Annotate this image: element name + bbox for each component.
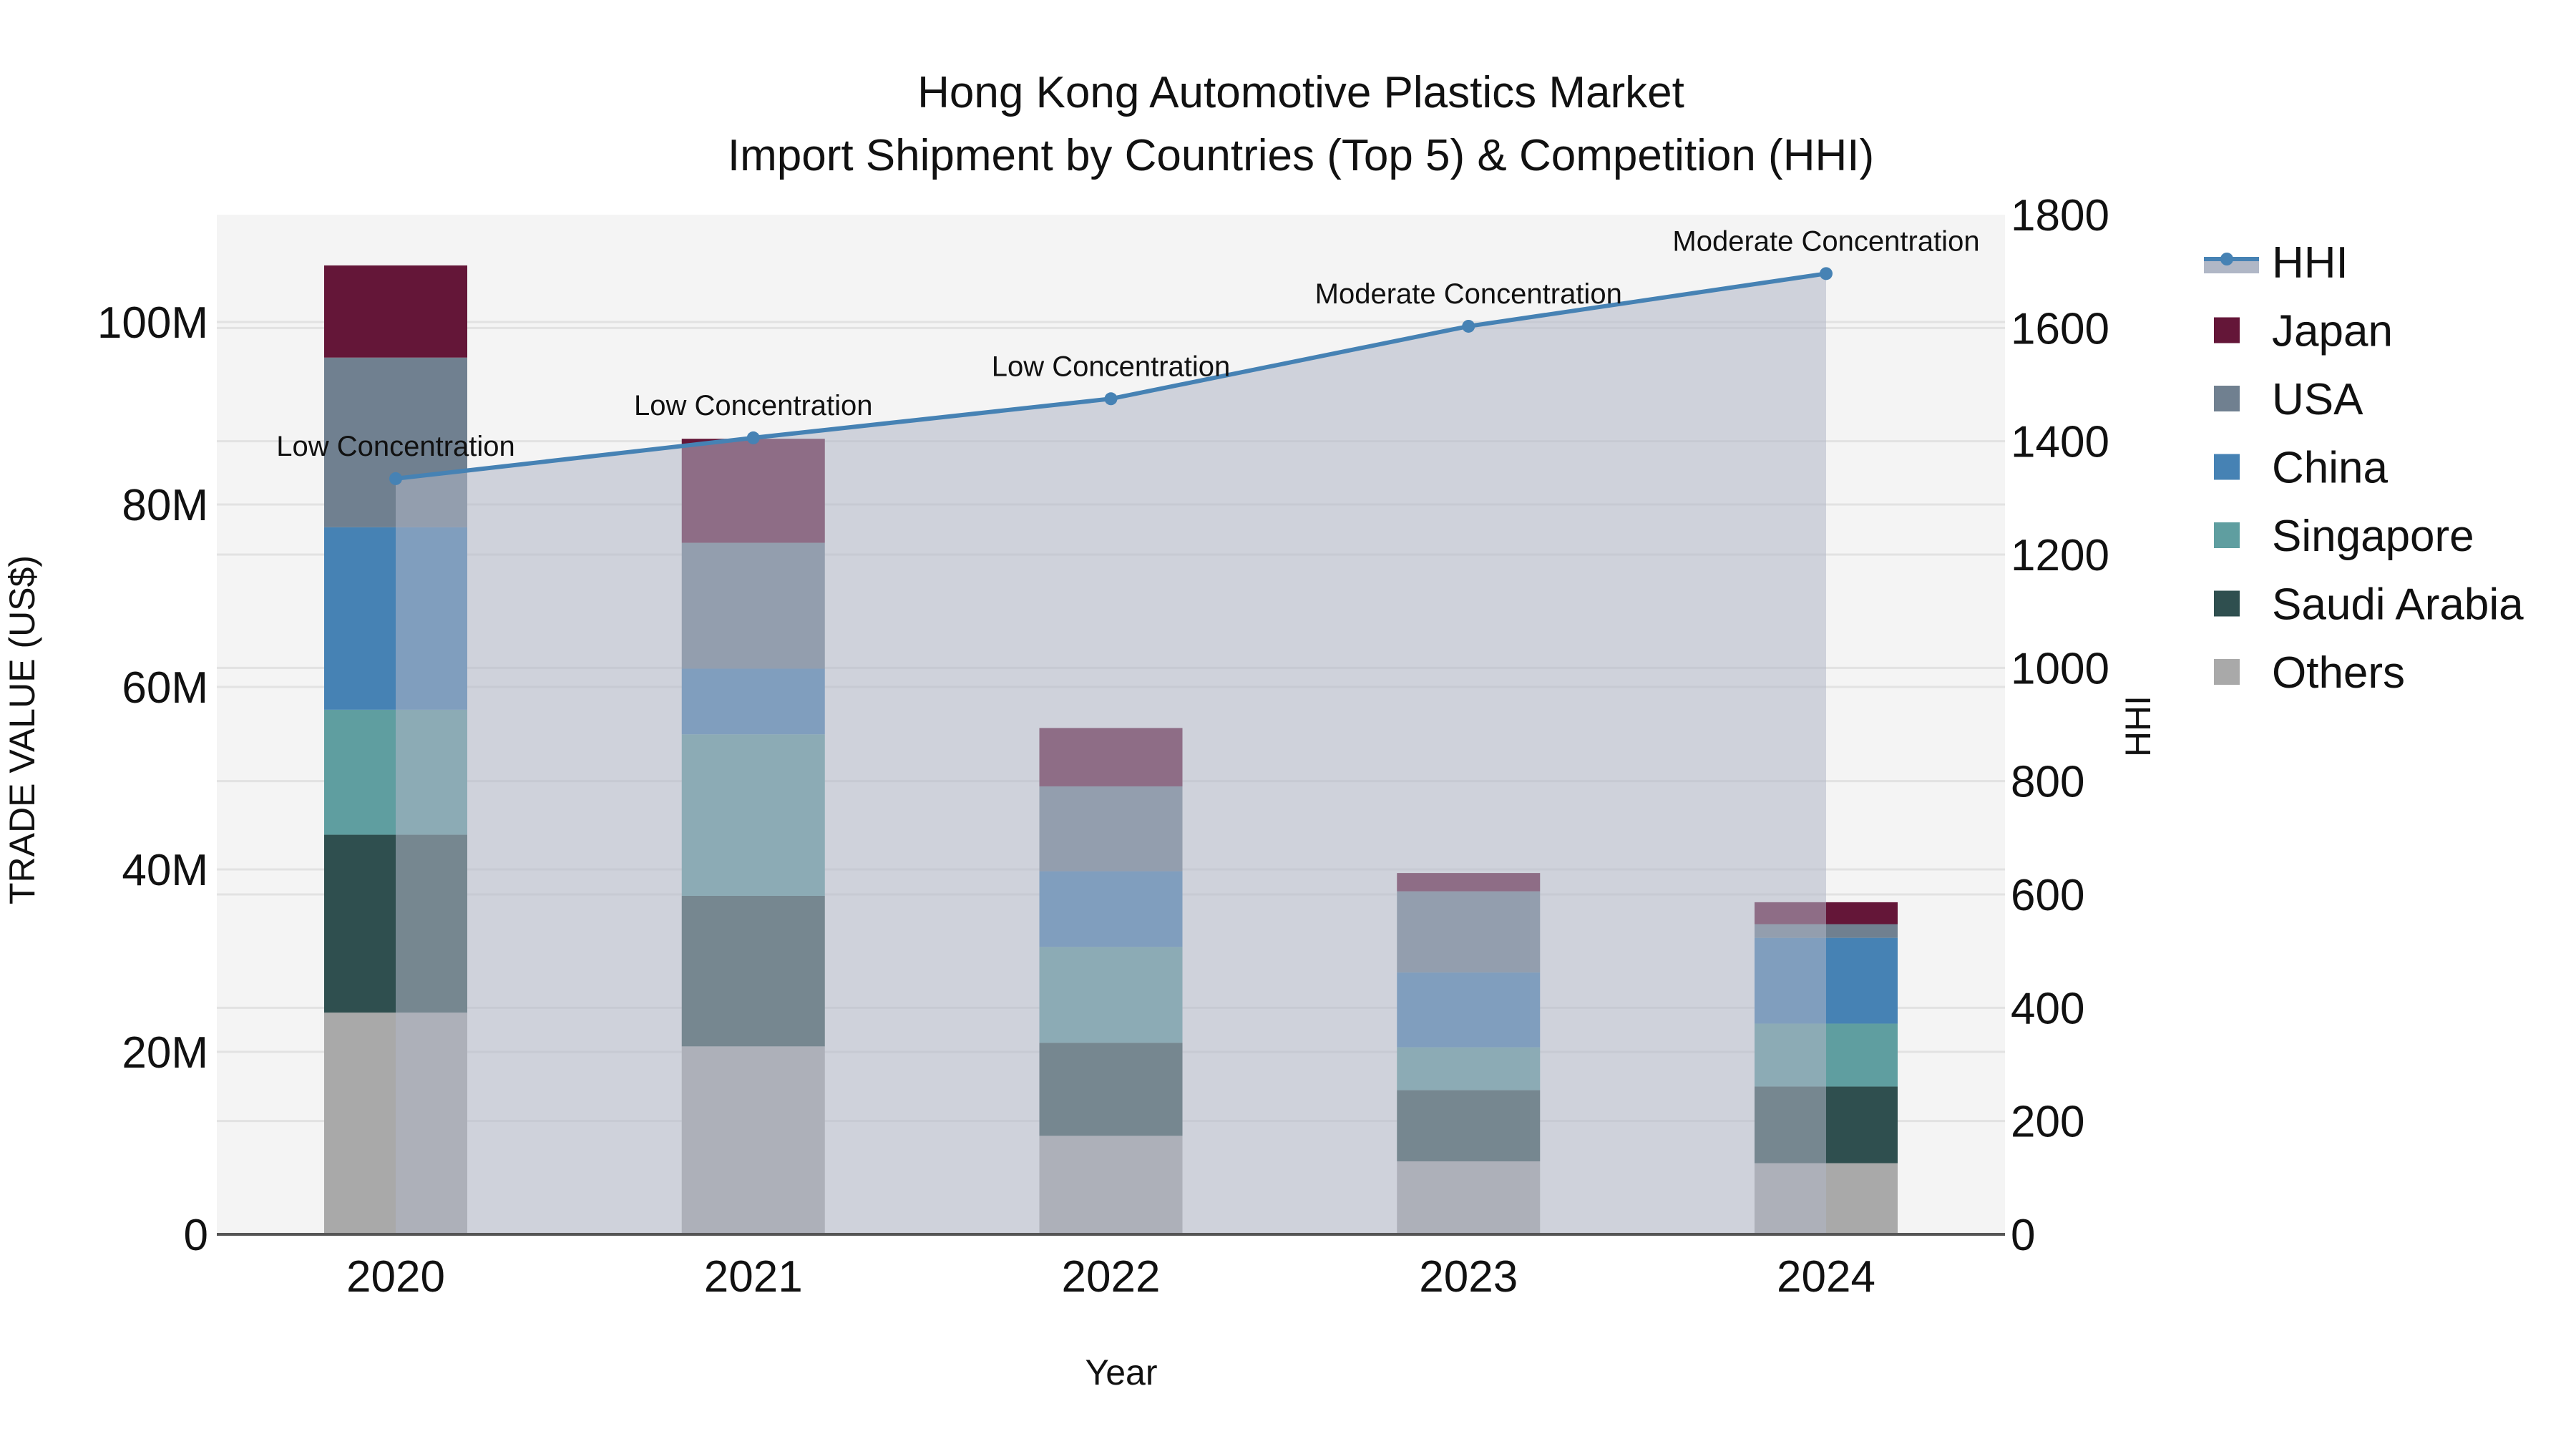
legend-item-others[interactable]: Others <box>2214 648 2405 698</box>
hhi-marker[interactable] <box>1462 319 1475 333</box>
chart-subtitle: Import Shipment by Countries (Top 5) & C… <box>728 131 1874 180</box>
legend-item-singapore[interactable]: Singapore <box>2214 512 2474 561</box>
hhi-annotation: Moderate Concentration <box>1672 225 1979 257</box>
hhi-annotation: Low Concentration <box>276 431 515 462</box>
hhi-marker[interactable] <box>1820 267 1833 280</box>
legend-label: Saudi Arabia <box>2272 580 2524 630</box>
legend-label: China <box>2272 444 2389 493</box>
bar-segment-japan[interactable] <box>324 265 467 358</box>
y-tick-label: 0 <box>184 1211 208 1260</box>
legend-label: Singapore <box>2272 512 2474 561</box>
y2-tick-label: 1000 <box>2011 644 2109 693</box>
legend-marker-icon <box>2220 253 2233 265</box>
y-tick-label: 80M <box>122 481 208 530</box>
legend-label: USA <box>2272 375 2363 424</box>
hhi-annotation: Low Concentration <box>992 351 1231 382</box>
legend-label: HHI <box>2272 238 2348 288</box>
legend-swatch-icon <box>2214 454 2240 480</box>
y2-tick-label: 1200 <box>2011 531 2109 580</box>
y-axis-title: TRADE VALUE (US$) <box>2 555 42 904</box>
hhi-area <box>396 273 1826 1234</box>
legend-swatch-icon <box>2214 386 2240 411</box>
legend-swatch-icon <box>2214 522 2240 548</box>
hhi-annotation: Low Concentration <box>634 390 873 421</box>
axes: 0 20M 40M 60M 80M 100M 0 200 400 600 800 1000 1200 14… <box>97 191 2109 1302</box>
x-tick-label: 2020 <box>346 1252 445 1302</box>
legend-area-swatch <box>2204 259 2259 273</box>
legend-item-hhi[interactable]: HHI <box>2204 238 2348 288</box>
legend-item-saudi-arabia[interactable]: Saudi Arabia <box>2214 580 2524 630</box>
legend-swatch-icon <box>2214 317 2240 343</box>
x-axis-title: Year <box>1085 1352 1157 1392</box>
y2-tick-label: 1800 <box>2011 191 2109 240</box>
legend-label: Japan <box>2272 307 2393 356</box>
legend-item-china[interactable]: China <box>2214 444 2389 493</box>
x-tick-label: 2021 <box>704 1252 803 1302</box>
legend: HHI Japan USA China Singapore Saudi Arabia Oth… <box>2204 238 2524 698</box>
hhi-marker[interactable] <box>1104 392 1118 406</box>
hhi-area-fill <box>396 273 1826 1234</box>
legend-item-usa[interactable]: USA <box>2214 375 2363 424</box>
y2-tick-label: 1600 <box>2011 304 2109 353</box>
y-tick-label: 100M <box>97 298 208 348</box>
y2-tick-label: 600 <box>2011 871 2084 920</box>
chart-title: Hong Kong Automotive Plastics Market <box>917 68 1684 117</box>
x-tick-label: 2024 <box>1777 1252 1875 1302</box>
legend-swatch-icon <box>2214 590 2240 617</box>
y2-tick-label: 400 <box>2011 984 2084 1033</box>
y-tick-label: 60M <box>122 663 208 713</box>
y2-tick-label: 0 <box>2011 1211 2035 1260</box>
y2-tick-label: 200 <box>2011 1098 2084 1147</box>
legend-label: Others <box>2272 648 2405 698</box>
y-tick-label: 20M <box>122 1028 208 1078</box>
hhi-annotations: Low Concentration Low Concentration Low Co… <box>276 225 1979 462</box>
y2-tick-label: 800 <box>2011 758 2084 807</box>
x-tick-label: 2022 <box>1062 1252 1161 1302</box>
legend-swatch-icon <box>2214 659 2240 685</box>
legend-item-japan[interactable]: Japan <box>2214 307 2393 356</box>
hhi-marker[interactable] <box>389 472 402 485</box>
y-tick-label: 40M <box>122 846 208 895</box>
y2-axis-title: HHI <box>2118 696 2158 757</box>
x-tick-label: 2023 <box>1419 1252 1518 1302</box>
hhi-annotation: Moderate Concentration <box>1315 278 1622 310</box>
hhi-line <box>389 267 1833 485</box>
y2-tick-label: 1400 <box>2011 418 2109 467</box>
hhi-marker[interactable] <box>746 431 760 444</box>
